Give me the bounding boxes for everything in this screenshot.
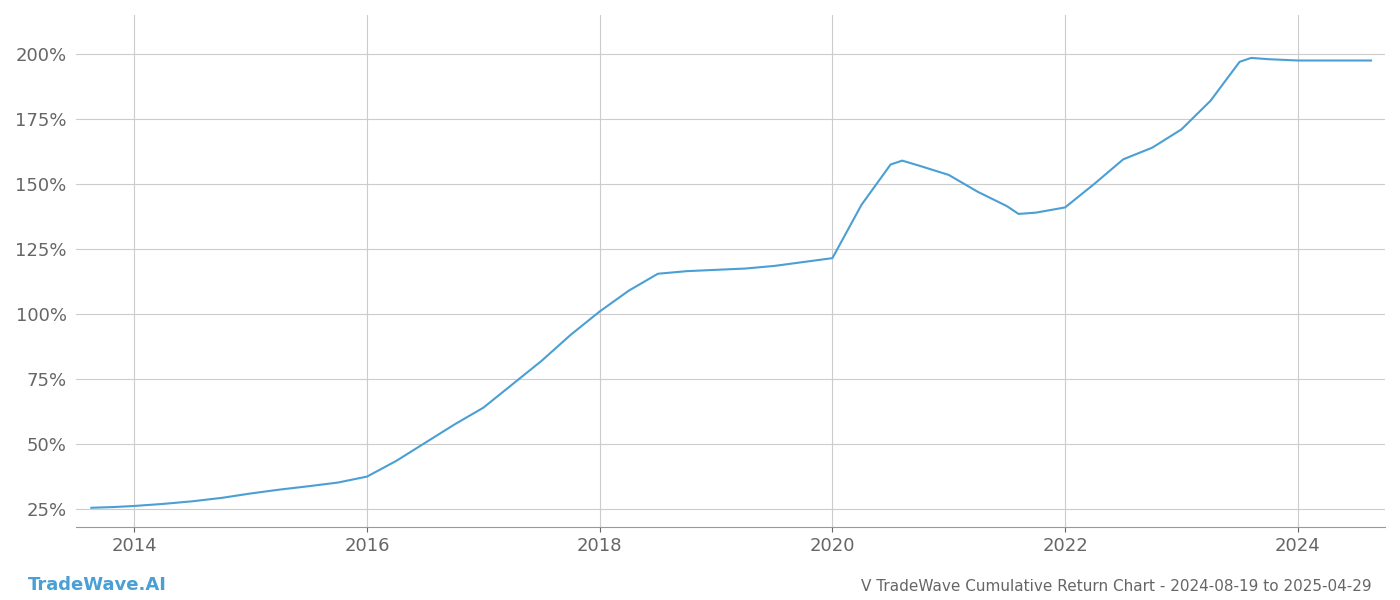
Text: TradeWave.AI: TradeWave.AI [28, 576, 167, 594]
Text: V TradeWave Cumulative Return Chart - 2024-08-19 to 2025-04-29: V TradeWave Cumulative Return Chart - 20… [861, 579, 1372, 594]
